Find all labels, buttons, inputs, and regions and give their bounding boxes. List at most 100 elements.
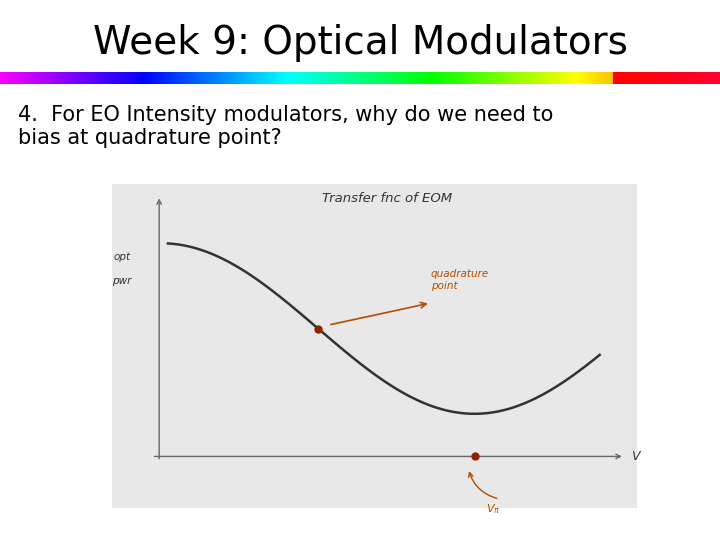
Bar [214,72,217,84]
Bar [121,72,125,84]
Bar [42,72,46,84]
Bar [557,72,560,84]
Bar [202,72,206,84]
Bar [135,72,138,84]
Bar [28,72,32,84]
Bar [264,72,268,84]
Bar [667,72,670,84]
Bar [608,72,611,84]
Bar [217,72,220,84]
Bar [379,72,383,84]
Bar [431,72,434,84]
Bar [189,72,192,84]
Bar [701,72,704,84]
Bar [9,72,12,84]
Bar [680,72,684,84]
Bar [515,72,518,84]
Bar [528,72,532,84]
Bar [329,72,333,84]
Bar [714,72,718,84]
Bar [582,72,586,84]
Bar [332,72,336,84]
Bar [450,72,454,84]
Bar [338,72,341,84]
Bar [577,72,580,84]
Bar [436,72,439,84]
Bar [230,72,234,84]
Bar [633,72,636,84]
Bar [377,72,380,84]
Bar [675,72,678,84]
Bar [405,72,408,84]
Bar [99,72,102,84]
Bar [602,72,606,84]
Bar [71,72,74,84]
Bar [312,72,316,84]
Bar [481,72,485,84]
Bar [611,72,614,84]
Bar [670,72,673,84]
Text: 4.  For EO Intensity modulators, why do we need to
bias at quadrature point?: 4. For EO Intensity modulators, why do w… [18,105,554,148]
Bar [475,72,479,84]
Bar [138,72,141,84]
Bar [273,72,276,84]
Bar [394,72,397,84]
Bar [571,72,575,84]
Bar [208,72,212,84]
Bar [419,72,423,84]
Bar [416,72,420,84]
Bar [62,72,66,84]
Bar [40,72,43,84]
Bar [279,72,282,84]
Bar [251,72,254,84]
Bar [242,72,246,84]
Bar [402,72,406,84]
Bar [441,72,445,84]
Bar [568,72,572,84]
Bar [115,72,119,84]
Bar [90,72,94,84]
Bar [388,72,392,84]
Bar [613,72,616,84]
Bar [50,72,54,84]
Bar [295,72,299,84]
Bar [320,72,324,84]
Bar [87,72,91,84]
Bar [127,72,130,84]
Bar [267,72,271,84]
Bar [711,72,715,84]
Bar [59,72,63,84]
Bar [549,72,552,84]
Bar [698,72,701,84]
Bar [197,72,200,84]
Bar [163,72,166,84]
Bar [174,72,178,84]
Text: Transfer fnc of EOM: Transfer fnc of EOM [322,192,452,205]
Bar [270,72,274,84]
Bar [130,72,133,84]
Bar [478,72,482,84]
Bar [531,72,535,84]
Bar [639,72,642,84]
Bar [31,72,35,84]
Bar [492,72,496,84]
Bar [341,72,344,84]
Bar [102,72,105,84]
Bar [534,72,538,84]
Bar [6,72,9,84]
Bar [543,72,546,84]
Bar [276,72,279,84]
Bar [68,72,71,84]
Bar [425,72,428,84]
Bar [593,72,597,84]
Bar [301,72,305,84]
Bar [256,72,259,84]
Bar [649,72,653,84]
Bar [692,72,696,84]
Bar [546,72,549,84]
Bar [467,72,470,84]
Bar [428,72,431,84]
Bar [166,72,169,84]
Bar [245,72,248,84]
Bar [559,72,563,84]
